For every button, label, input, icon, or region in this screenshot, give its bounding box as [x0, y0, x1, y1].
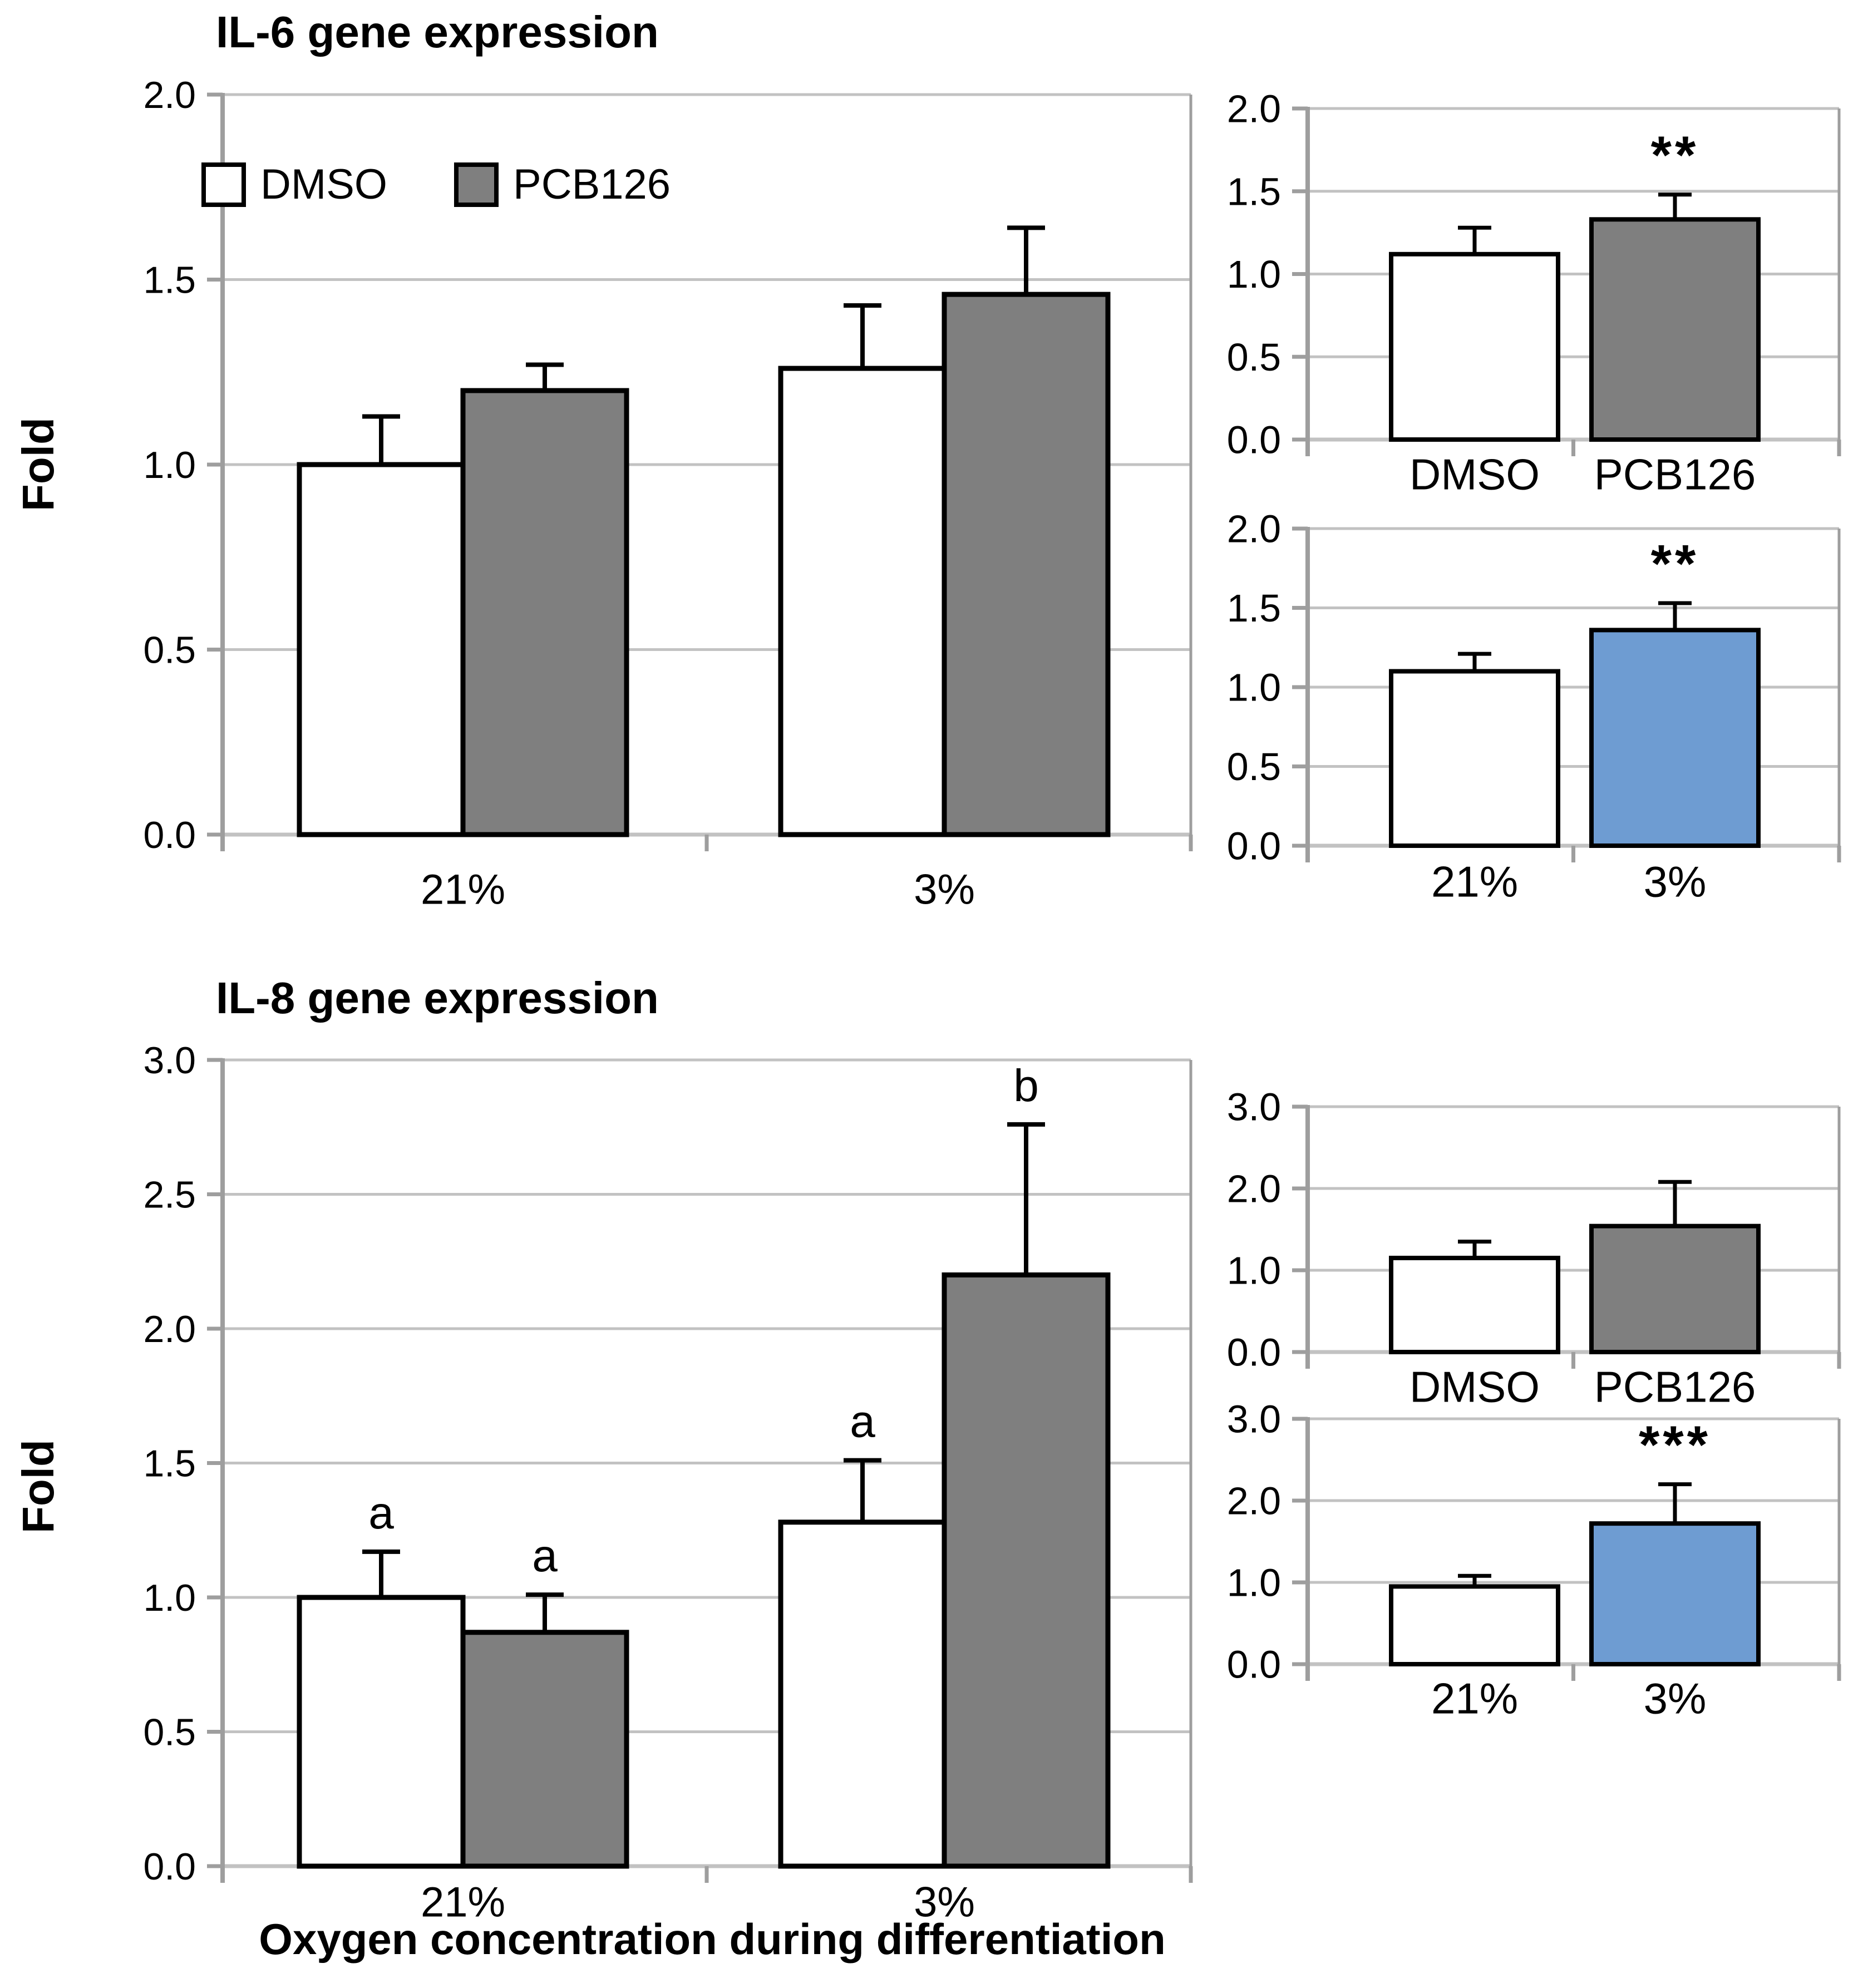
il6-interaction-y-tick-label: 0.5 [143, 629, 196, 671]
il8-interaction-y-tick-label: 0.5 [143, 1711, 196, 1753]
il6-interaction-bar-dmso-21% [297, 462, 466, 837]
il6-treatment-bar-pcb126-significance-marker: ** [1651, 126, 1699, 185]
legend-item-dmso: DMSO [201, 162, 387, 207]
il8-oxygen-bar-3%-significance-marker: *** [1639, 1415, 1711, 1475]
il8-interaction-bar-pcb126-21%-letter-label: a [532, 1531, 558, 1581]
il6-treatment-y-tick-label: 0.5 [1227, 336, 1281, 379]
il8-oxygen-x-category-label: 21% [1431, 1674, 1518, 1723]
il6-oxygen-y-tick-label: 2.0 [1227, 507, 1281, 551]
il8-oxygen-y-tick-label: 3.0 [1227, 1398, 1281, 1441]
il6-treatment-y-tick-label: 2.0 [1227, 87, 1281, 131]
il8-interaction-x-category-label: 3% [914, 1879, 975, 1926]
il6-treatment-bar-pcb126 [1589, 217, 1761, 442]
il6-oxygen-bar-21% [1389, 669, 1560, 848]
il8-oxygen-bar-3% [1589, 1521, 1761, 1666]
il6-treatment-y-tick-label: 1.5 [1227, 170, 1281, 213]
il8-interaction-bar-pcb126-3%-letter-label: b [1013, 1060, 1039, 1111]
il6-oxygen-bar-3% [1589, 628, 1761, 849]
il8-oxygen-y-tick-label: 1.0 [1227, 1561, 1281, 1605]
il8-interaction-y-tick-label: 2.0 [143, 1308, 196, 1350]
il8-interaction-bar-dmso-21%-letter-label: a [368, 1488, 394, 1538]
il8-treatment-y-tick-label: 0.0 [1227, 1331, 1281, 1374]
il8-oxygen-y-tick-label: 0.0 [1227, 1643, 1281, 1686]
il6-treatment-x-category-label: PCB126 [1594, 450, 1756, 499]
il8-treatment-bar-pcb126 [1589, 1224, 1761, 1355]
il6-interaction-y-tick-label: 2.0 [143, 74, 196, 116]
il8-oxygen-bar-21% [1389, 1584, 1560, 1667]
il6-oxygen-x-category-label: 21% [1431, 857, 1518, 906]
il8-interaction-bar-dmso-3% [778, 1520, 947, 1869]
il6-interaction-y-tick-label: 1.5 [143, 259, 196, 301]
il6-oxygen-y-tick-label: 1.0 [1227, 666, 1281, 709]
il8-interaction-y-tick-label: 3.0 [143, 1039, 196, 1082]
il8-oxygen-x-category-label: 3% [1644, 1674, 1707, 1723]
il8-interaction-bar-pcb126-3% [942, 1272, 1111, 1869]
legend-label-pcb126: PCB126 [513, 161, 671, 208]
il6-interaction-x-category-label: 3% [914, 866, 975, 914]
il6-oxygen-y-tick-label: 0.0 [1227, 825, 1281, 868]
il6-interaction-x-category-label: 21% [421, 866, 505, 914]
il8-treatment-y-tick-label: 2.0 [1227, 1167, 1281, 1211]
il8-oxygen-y-tick-label: 2.0 [1227, 1479, 1281, 1523]
il6-chart-title: IL-6 gene expression [216, 7, 659, 57]
il8-interaction-y-tick-label: 1.0 [143, 1577, 196, 1619]
il8-chart-title: IL-8 gene expression [216, 973, 659, 1023]
il6-interaction-y-tick-label: 1.0 [143, 444, 196, 486]
il6-oxygen-y-tick-label: 0.5 [1227, 745, 1281, 788]
il6-treatment-bar-dmso [1389, 251, 1560, 442]
il6-interaction-bar-dmso-3% [778, 366, 947, 837]
il6-treatment-y-tick-label: 1.0 [1227, 253, 1281, 296]
il8-interaction-bar-pcb126-21% [460, 1630, 629, 1869]
il8-interaction-x-category-label: 21% [421, 1879, 505, 1926]
il8-treatment-x-category-label: PCB126 [1594, 1362, 1756, 1411]
il8-interaction-bar-dmso-21% [297, 1595, 466, 1869]
il8-interaction-y-tick-label: 0.0 [143, 1846, 196, 1888]
il6-treatment-x-category-label: DMSO [1409, 450, 1540, 499]
il6-treatment-y-tick-label: 0.0 [1227, 418, 1281, 462]
il6-interaction-bar-pcb126-21% [460, 388, 629, 837]
x-axis-title: Oxygen concentration during differentiat… [259, 1915, 1166, 1964]
il6-interaction-y-tick-label: 0.0 [143, 814, 196, 856]
legend-label-dmso: DMSO [260, 161, 387, 208]
il8-interaction-y-tick-label: 1.5 [143, 1442, 196, 1484]
il8-y-axis-label: Fold [13, 1439, 63, 1534]
legend-item-pcb126: PCB126 [454, 162, 671, 207]
il6-oxygen-x-category-label: 3% [1644, 857, 1707, 906]
il8-treatment-y-tick-label: 3.0 [1227, 1086, 1281, 1129]
pcb126-swatch-icon [454, 162, 499, 207]
il6-y-axis-label: Fold [13, 417, 63, 512]
dmso-swatch-icon [201, 162, 246, 207]
il8-treatment-y-tick-label: 1.0 [1227, 1249, 1281, 1293]
il6-oxygen-bar-3%-significance-marker: ** [1651, 534, 1699, 594]
il8-treatment-x-category-label: DMSO [1409, 1362, 1540, 1411]
il6-interaction-bar-pcb126-3% [942, 292, 1111, 837]
il6-oxygen-y-tick-label: 1.5 [1227, 586, 1281, 630]
legend: DMSO PCB126 [201, 162, 671, 207]
il8-interaction-bar-dmso-3%-letter-label: a [850, 1397, 875, 1447]
il8-treatment-bar-dmso [1389, 1255, 1560, 1354]
il8-interaction-y-tick-label: 2.5 [143, 1173, 196, 1216]
